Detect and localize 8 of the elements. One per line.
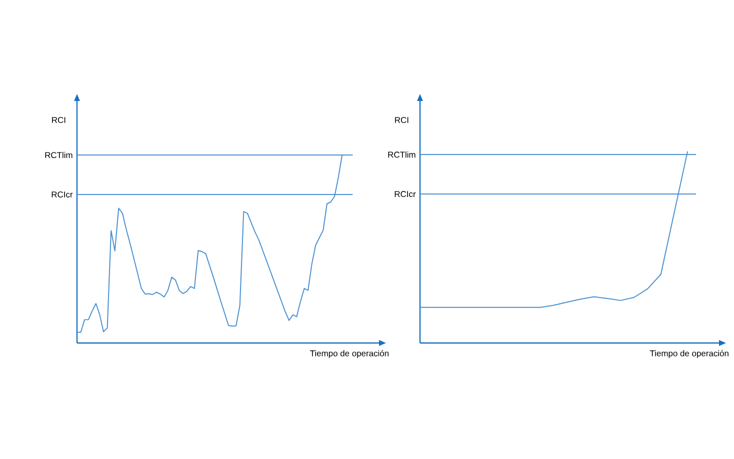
ref-line-label: RCTlim (388, 151, 416, 158)
ref-line-label: RCTlim (45, 152, 72, 158)
y-axis-title: RCI (52, 117, 66, 123)
ref-line-label: RCIcr (52, 191, 73, 198)
y-axis-title: RCI (395, 117, 408, 123)
x-axis-title: Tiempo de operación (310, 350, 389, 358)
ref-line-label: RCIcr (394, 191, 416, 198)
x-axis-title: Tiempo de operación (650, 350, 728, 358)
